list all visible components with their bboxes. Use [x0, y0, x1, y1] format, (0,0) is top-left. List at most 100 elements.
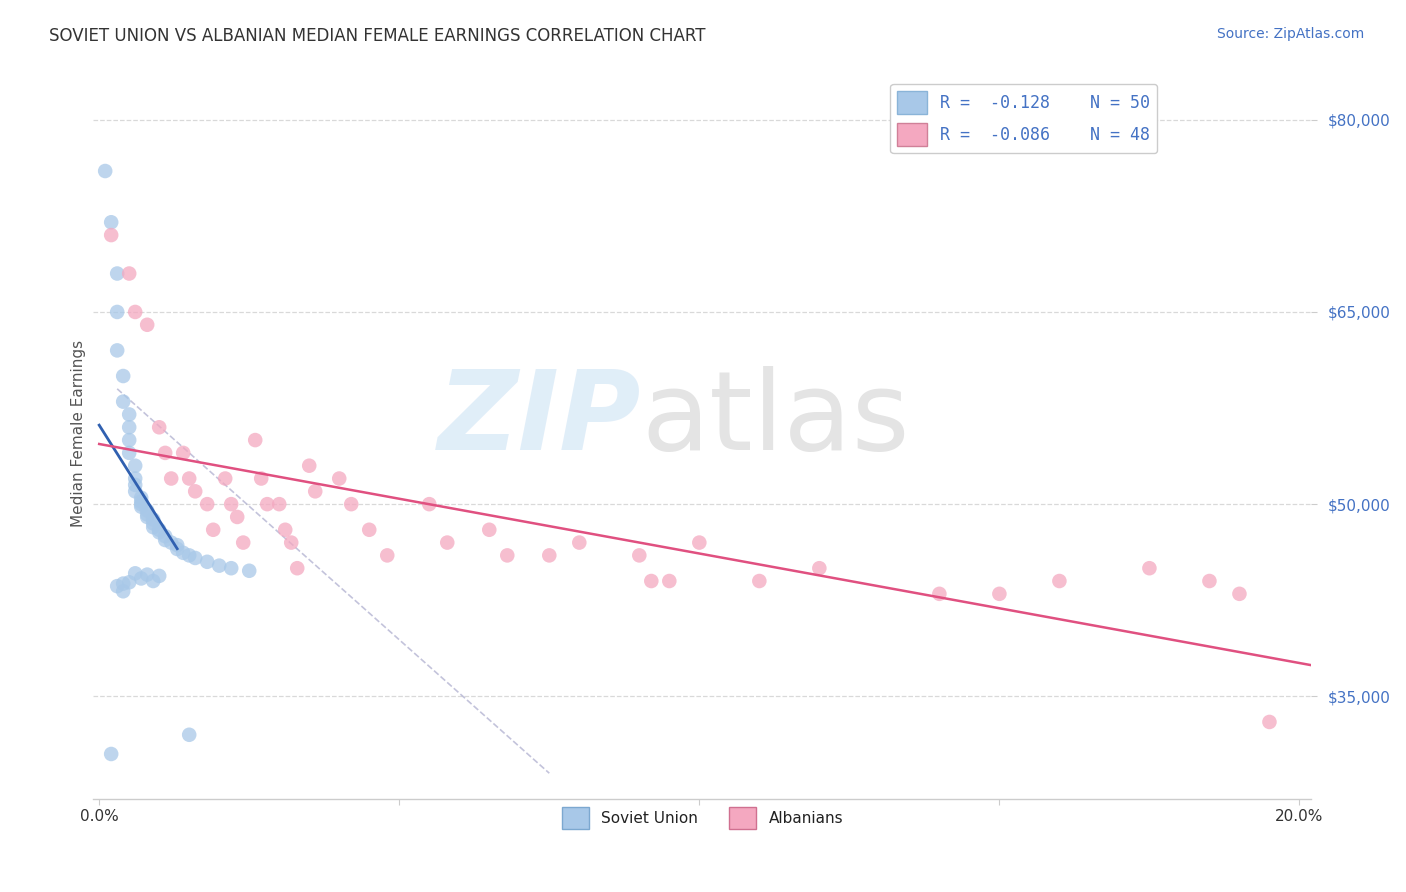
- Point: [538, 549, 561, 563]
- Point: [179, 728, 201, 742]
- Point: [640, 574, 662, 588]
- Point: [184, 551, 207, 566]
- Point: [808, 561, 831, 575]
- Point: [928, 587, 950, 601]
- Point: [496, 549, 519, 563]
- Point: [328, 471, 350, 485]
- Point: [118, 575, 141, 590]
- Point: [148, 525, 170, 540]
- Point: [418, 497, 440, 511]
- Point: [129, 491, 152, 505]
- Point: [256, 497, 278, 511]
- Point: [1198, 574, 1220, 588]
- Point: [129, 497, 152, 511]
- Point: [136, 567, 159, 582]
- Point: [153, 533, 176, 547]
- Point: [148, 420, 170, 434]
- Point: [118, 446, 141, 460]
- Point: [148, 569, 170, 583]
- Point: [160, 535, 183, 549]
- Point: [100, 228, 122, 243]
- Text: atlas: atlas: [641, 366, 910, 473]
- Point: [166, 538, 188, 552]
- Point: [1258, 714, 1281, 729]
- Point: [136, 503, 159, 517]
- Point: [105, 343, 128, 358]
- Point: [118, 420, 141, 434]
- Y-axis label: Median Female Earnings: Median Female Earnings: [72, 340, 86, 527]
- Point: [1139, 561, 1161, 575]
- Point: [136, 508, 159, 522]
- Point: [112, 576, 135, 591]
- Point: [124, 471, 146, 485]
- Point: [359, 523, 381, 537]
- Point: [142, 574, 165, 588]
- Point: [179, 549, 201, 563]
- Point: [112, 394, 135, 409]
- Point: [245, 433, 267, 447]
- Point: [478, 523, 501, 537]
- Point: [184, 484, 207, 499]
- Point: [219, 497, 242, 511]
- Point: [166, 541, 188, 556]
- Point: [688, 535, 710, 549]
- Point: [124, 458, 146, 473]
- Point: [304, 484, 326, 499]
- Point: [153, 446, 176, 460]
- Legend: Soviet Union, Albanians: Soviet Union, Albanians: [555, 801, 849, 835]
- Point: [274, 523, 297, 537]
- Point: [160, 471, 183, 485]
- Point: [124, 305, 146, 319]
- Point: [112, 369, 135, 384]
- Point: [105, 579, 128, 593]
- Point: [1047, 574, 1070, 588]
- Point: [269, 497, 291, 511]
- Point: [280, 535, 302, 549]
- Point: [105, 267, 128, 281]
- Point: [118, 433, 141, 447]
- Point: [214, 471, 236, 485]
- Point: [568, 535, 591, 549]
- Point: [100, 215, 122, 229]
- Point: [179, 471, 201, 485]
- Point: [232, 535, 254, 549]
- Point: [124, 484, 146, 499]
- Point: [129, 494, 152, 508]
- Point: [142, 512, 165, 526]
- Text: SOVIET UNION VS ALBANIAN MEDIAN FEMALE EARNINGS CORRELATION CHART: SOVIET UNION VS ALBANIAN MEDIAN FEMALE E…: [49, 27, 706, 45]
- Point: [124, 478, 146, 492]
- Point: [250, 471, 273, 485]
- Point: [142, 516, 165, 531]
- Point: [208, 558, 231, 573]
- Point: [118, 408, 141, 422]
- Point: [112, 584, 135, 599]
- Point: [124, 566, 146, 581]
- Point: [118, 267, 141, 281]
- Point: [238, 564, 260, 578]
- Point: [375, 549, 398, 563]
- Point: [129, 500, 152, 514]
- Point: [195, 555, 218, 569]
- Point: [142, 520, 165, 534]
- Point: [153, 529, 176, 543]
- Point: [105, 305, 128, 319]
- Point: [226, 510, 249, 524]
- Point: [94, 164, 117, 178]
- Text: Source: ZipAtlas.com: Source: ZipAtlas.com: [1216, 27, 1364, 41]
- Point: [658, 574, 681, 588]
- Point: [172, 446, 194, 460]
- Point: [748, 574, 770, 588]
- Point: [219, 561, 242, 575]
- Point: [298, 458, 321, 473]
- Point: [172, 546, 194, 560]
- Point: [100, 747, 122, 761]
- Point: [129, 571, 152, 585]
- Point: [1229, 587, 1251, 601]
- Text: ZIP: ZIP: [437, 366, 641, 473]
- Point: [285, 561, 308, 575]
- Point: [148, 523, 170, 537]
- Point: [195, 497, 218, 511]
- Point: [136, 318, 159, 332]
- Point: [988, 587, 1011, 601]
- Point: [202, 523, 225, 537]
